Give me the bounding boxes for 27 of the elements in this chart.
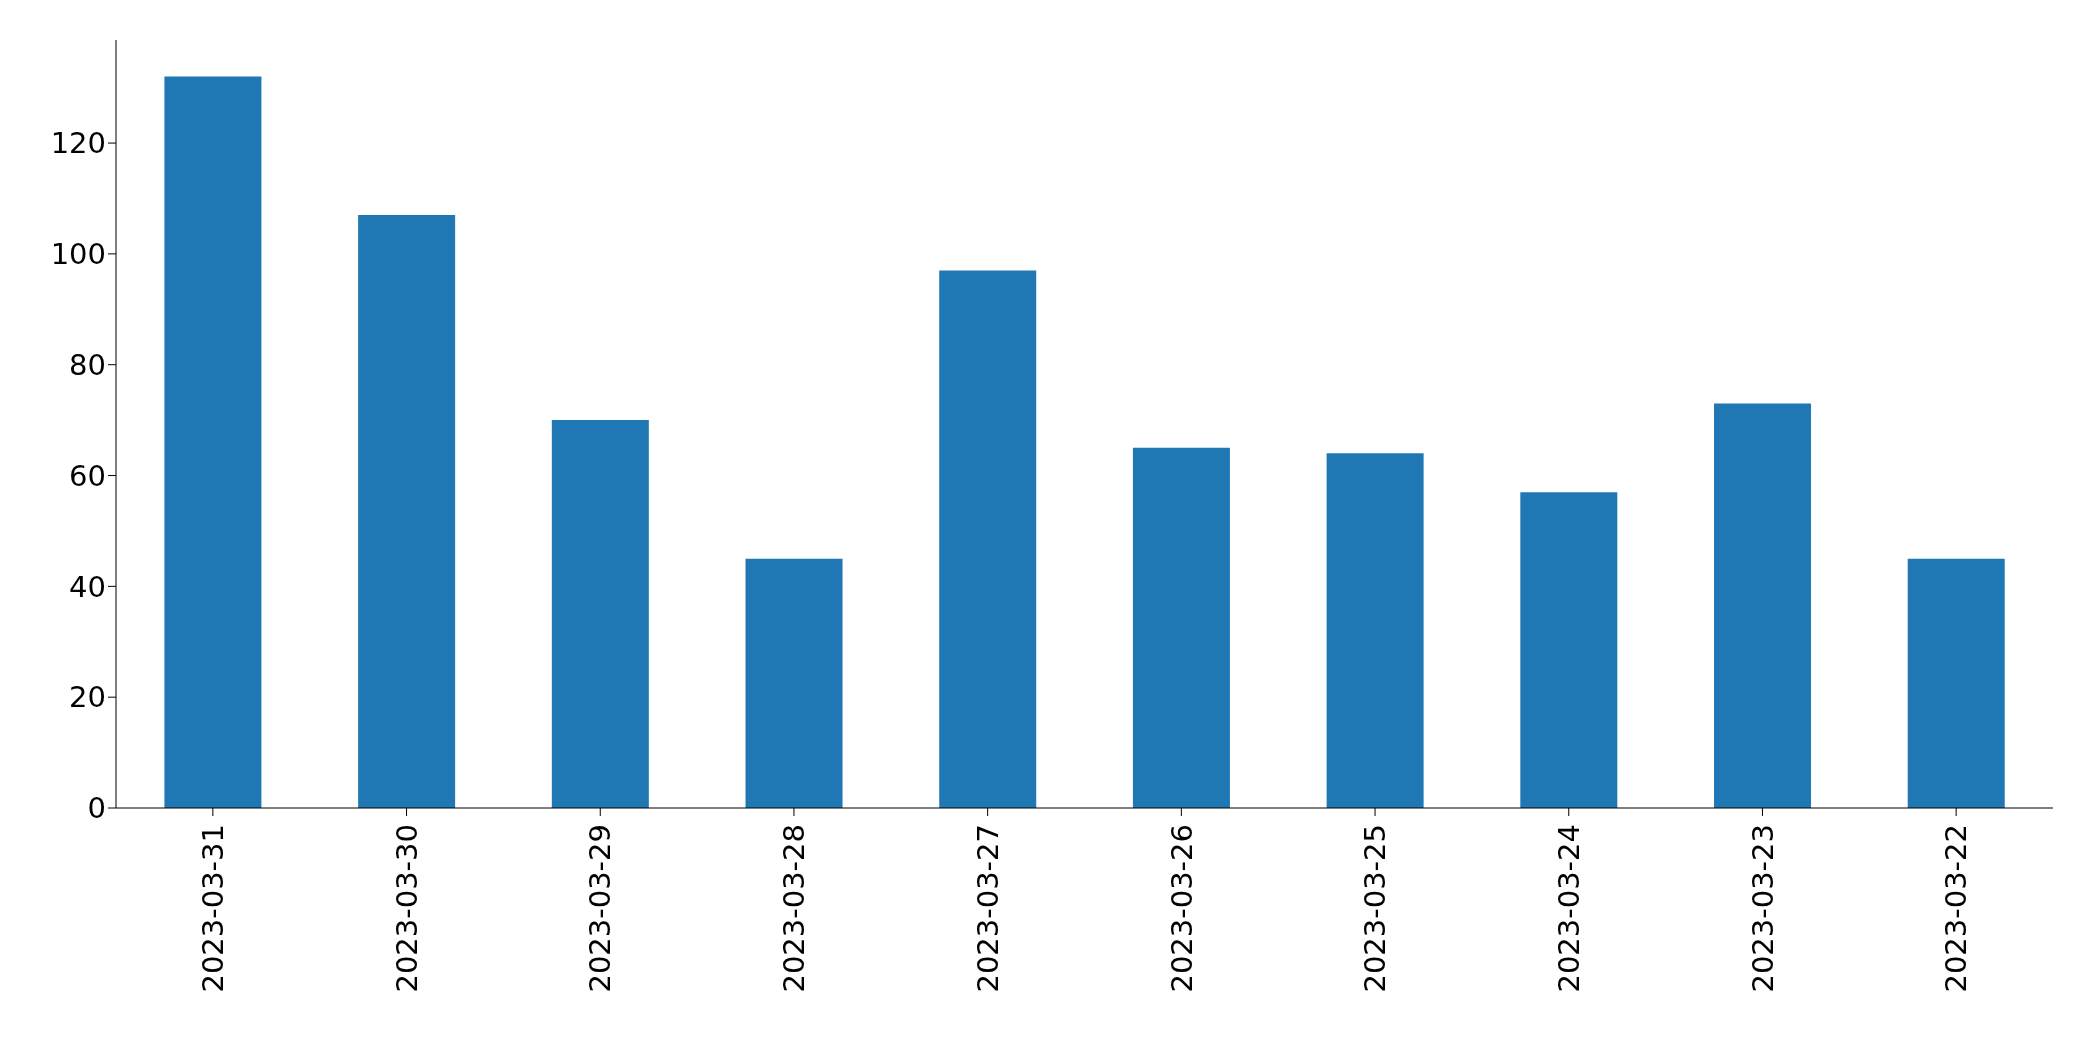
bar: [1714, 403, 1812, 808]
x-tick-label: 2023-03-29: [583, 824, 618, 993]
y-tick-label: 80: [69, 348, 106, 382]
bar: [745, 558, 843, 808]
bar: [1326, 453, 1424, 808]
bar: [1132, 447, 1230, 808]
x-tick-label: 2023-03-24: [1551, 824, 1586, 993]
y-tick-label: 20: [69, 680, 106, 715]
x-tick-label: 2023-03-28: [777, 824, 812, 993]
y-tick-label: 100: [50, 237, 106, 272]
y-tick-label: 0: [87, 791, 106, 826]
bar: [1907, 558, 2005, 808]
x-tick-label: 2023-03-23: [1745, 824, 1780, 993]
x-tick-label: 2023-03-25: [1358, 824, 1393, 993]
y-tick-label: 40: [69, 569, 106, 604]
x-tick-label: 2023-03-30: [389, 824, 424, 993]
bar: [164, 76, 262, 808]
bar: [358, 215, 456, 808]
x-tick-label: 2023-03-22: [1939, 824, 1974, 993]
bar: [551, 420, 649, 808]
x-tick-label: 2023-03-31: [196, 824, 230, 993]
y-tick-label: 120: [50, 126, 106, 161]
y-tick-label: 60: [69, 458, 106, 493]
x-tick-label: 2023-03-27: [970, 824, 1005, 993]
x-tick-label: 2023-03-26: [1164, 824, 1199, 993]
bar: [939, 270, 1037, 808]
bar: [1520, 492, 1618, 808]
